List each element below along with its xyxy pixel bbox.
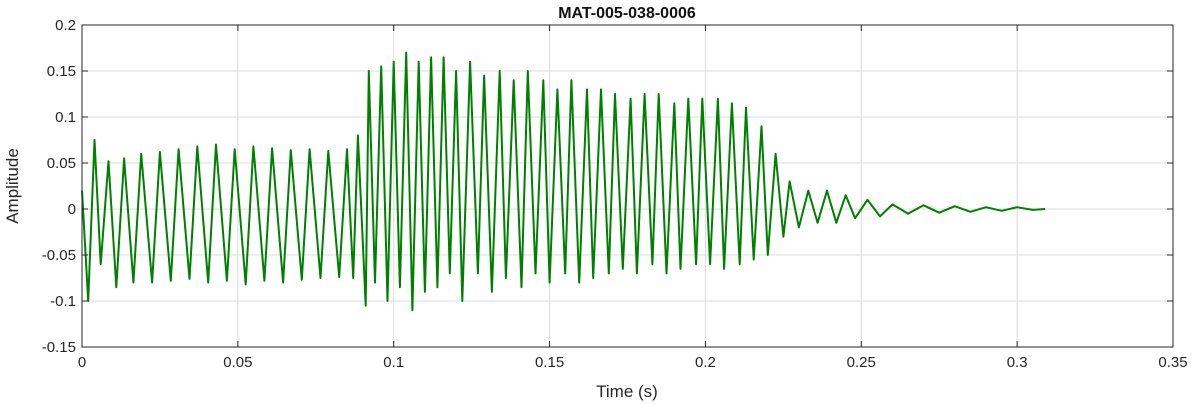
- y-tick-label: 0.15: [47, 63, 76, 80]
- y-tick-labels: -0.15 -0.1 -0.05 0 0.05 0.1 0.15 0.2: [42, 17, 76, 356]
- x-tick-label: 0.3: [1007, 354, 1028, 371]
- y-tick-label: -0.1: [50, 293, 76, 310]
- series-layer: [81, 51, 1046, 312]
- x-tick-label: 0: [78, 354, 86, 371]
- y-tick-label: -0.15: [42, 339, 76, 356]
- x-tick-label: 0.35: [1158, 354, 1187, 371]
- y-tick-label: 0.1: [55, 109, 76, 126]
- x-tick-label: 0.2: [695, 354, 716, 371]
- y-tick-label: 0.05: [47, 155, 76, 172]
- y-tick-label: -0.05: [42, 247, 76, 264]
- x-tick-label: 0.1: [383, 354, 404, 371]
- y-tick-label: 0: [68, 201, 76, 218]
- x-tick-label: 0.25: [847, 354, 876, 371]
- chart-title: MAT-005-038-0006: [558, 5, 696, 22]
- tick-marks: [81, 24, 1174, 348]
- y-tick-label: 0.2: [55, 17, 76, 34]
- x-tick-label: 0.05: [223, 354, 252, 371]
- plot-border: [81, 24, 1174, 348]
- x-tick-label: 0.15: [535, 354, 564, 371]
- series-line-0: [81, 51, 1046, 312]
- y-axis-label: Amplitude: [3, 148, 22, 224]
- x-tick-labels: 0 0.05 0.1 0.15 0.2 0.25 0.3 0.35: [78, 354, 1188, 371]
- x-axis-label: Time (s): [596, 382, 658, 401]
